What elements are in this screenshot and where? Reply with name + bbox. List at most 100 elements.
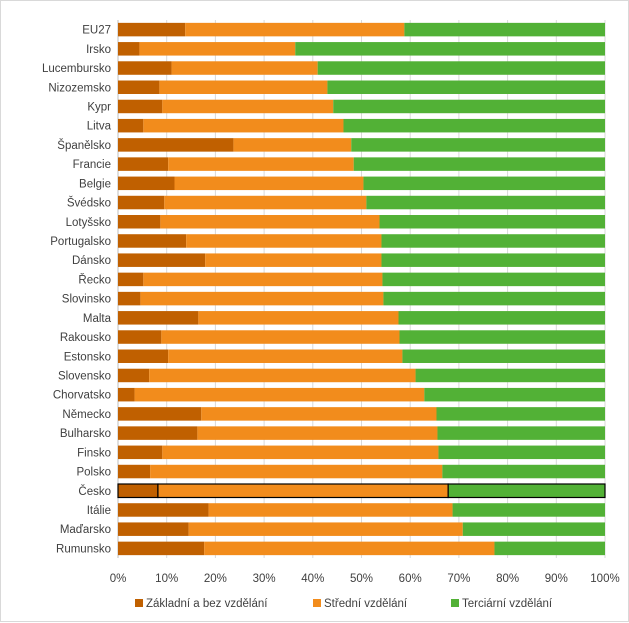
bar-segment-secondary [186, 234, 382, 248]
bar-segment-basic [118, 464, 151, 479]
category-label: Itálie [87, 505, 111, 517]
bar-segment-basic [118, 311, 199, 325]
bar-segment-basic [117, 483, 159, 499]
x-tick-label: 100% [590, 573, 619, 585]
bar-segment-tertiary [438, 445, 605, 460]
bar-segment-basic [118, 349, 169, 363]
bar-segment-tertiary [351, 138, 605, 152]
bar-segment-basic [118, 22, 186, 37]
bar-segment-basic [118, 176, 175, 191]
bar-segment-tertiary [353, 157, 605, 171]
category-label: Portugalsko [50, 236, 111, 248]
bar-segment-secondary [204, 541, 495, 556]
bar-segment-basic [118, 426, 198, 440]
category-label: Estonsko [64, 351, 111, 363]
bar-segment-secondary [171, 61, 318, 75]
bar-segment-secondary [150, 464, 443, 479]
bar-segment-basic [118, 330, 162, 344]
bar-segment-secondary [198, 311, 399, 325]
bar-segment-tertiary [383, 291, 605, 306]
bar-segment-secondary [174, 176, 364, 191]
category-label: Litva [87, 121, 112, 133]
bar-segment-tertiary [442, 464, 605, 479]
x-tick-label: 70% [447, 573, 470, 585]
bar-segment-basic [118, 541, 205, 556]
bar-segment-basic [118, 118, 144, 133]
bar-segment-secondary [205, 253, 382, 267]
bar-segment-tertiary [462, 522, 605, 536]
bar-segment-secondary [160, 215, 380, 229]
bar-segment-secondary [188, 522, 463, 536]
bar-segment-basic [118, 234, 187, 248]
bar-segment-tertiary [379, 215, 605, 229]
legend-swatch [313, 599, 321, 607]
x-tick-label: 10% [155, 573, 178, 585]
bar-segment-tertiary [343, 118, 605, 133]
category-label: Česko [78, 485, 111, 498]
bar-segment-basic [118, 215, 161, 229]
bar-segment-basic [118, 80, 160, 94]
category-label: Švédsko [67, 197, 111, 210]
bar-segment-tertiary [366, 195, 605, 210]
bar-segment-basic [118, 42, 140, 56]
legend-label: Střední vzdělání [324, 598, 408, 610]
legend-swatch [135, 599, 143, 607]
bar-segment-tertiary [382, 272, 605, 287]
bar-segment-secondary [233, 138, 352, 152]
bar-segment-basic [118, 61, 172, 75]
bar-segment-basic [118, 138, 234, 152]
category-label: Nizozemsko [48, 82, 111, 94]
bar-segment-tertiary [437, 426, 605, 440]
category-label: Dánsko [72, 255, 111, 267]
bar-segment-secondary [161, 330, 400, 344]
category-label: Finsko [77, 447, 111, 459]
legend-label: Terciární vzdělání [462, 598, 553, 610]
category-label: EU27 [82, 25, 111, 37]
bar-segment-secondary [164, 195, 367, 210]
bar-segment-tertiary [404, 22, 605, 37]
x-tick-label: 80% [496, 573, 519, 585]
bar-segment-secondary [197, 426, 438, 440]
x-tick-label: 90% [545, 573, 568, 585]
x-tick-label: 60% [399, 573, 422, 585]
bar-segment-basic [118, 272, 144, 287]
bar-segment-tertiary [333, 99, 605, 114]
bar-segment-basic [118, 503, 209, 517]
bar-segment-tertiary [494, 541, 605, 556]
category-label: Polsko [76, 467, 111, 479]
bar-segment-secondary [140, 291, 384, 306]
category-label: Irsko [86, 44, 111, 56]
category-label: Španělsko [57, 139, 111, 152]
bar-segment-tertiary [317, 61, 605, 75]
bar-segment-basic [118, 157, 169, 171]
category-label: Malta [83, 313, 112, 325]
x-tick-label: 20% [204, 573, 227, 585]
bar-segment-tertiary [415, 368, 605, 383]
bar-segment-tertiary [452, 503, 605, 517]
category-label: Lotyšsko [66, 217, 111, 229]
bar-segment-basic [118, 195, 165, 210]
bar-segment-basic [118, 387, 135, 402]
bar-segment-tertiary [327, 80, 605, 94]
bar-segment-secondary [185, 22, 405, 37]
category-label: Bulharsko [60, 428, 111, 440]
category-label: Belgie [79, 178, 111, 190]
category-label: Kypr [87, 101, 111, 113]
x-tick-label: 40% [301, 573, 324, 585]
bar-segment-secondary [201, 407, 437, 421]
bar-segment-basic [118, 99, 163, 114]
category-label: Chorvatsko [53, 390, 111, 402]
bar-segment-secondary [149, 368, 416, 383]
x-tick-label: 50% [350, 573, 373, 585]
bar-segment-tertiary [295, 42, 605, 56]
bar-segment-basic [118, 522, 189, 536]
bar-segment-tertiary [398, 311, 605, 325]
bar-segment-secondary [157, 483, 449, 499]
bar-segment-secondary [168, 157, 354, 171]
category-label: Rakousko [60, 332, 111, 344]
bar-segment-basic [118, 445, 163, 460]
bar-segment-basic [118, 291, 141, 306]
x-tick-label: 0% [110, 573, 127, 585]
